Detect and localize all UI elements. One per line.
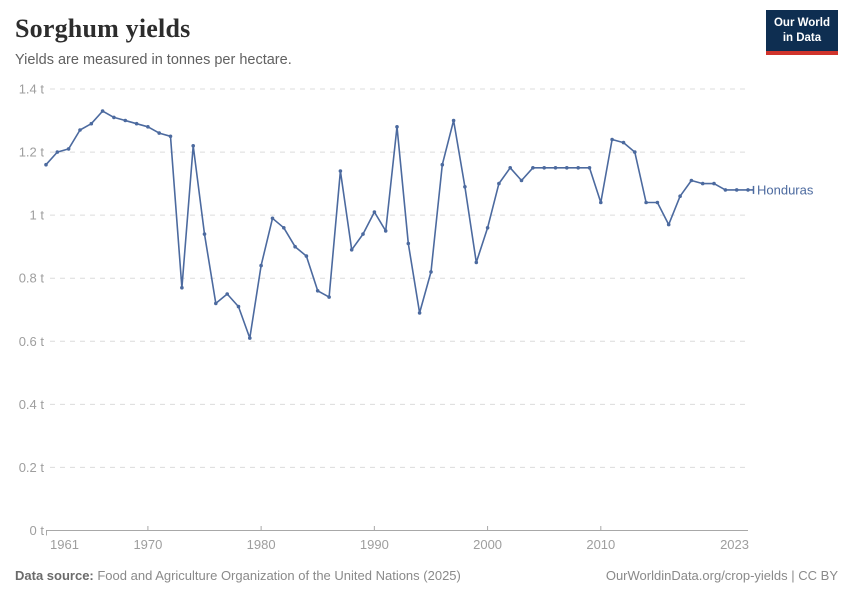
data-point[interactable]: [644, 200, 648, 205]
data-point[interactable]: [542, 166, 546, 170]
data-point[interactable]: [225, 292, 229, 296]
data-point[interactable]: [474, 260, 479, 265]
data-point[interactable]: [519, 178, 524, 183]
data-point[interactable]: [451, 118, 456, 123]
chart-footer: Data source: Food and Agriculture Organi…: [15, 568, 838, 583]
y-tick-label: 0.2 t: [19, 460, 45, 475]
x-axis-labels: 1961 1970 1980 1990 2000 2010 2023: [50, 537, 749, 552]
chart-title: Sorghum yields: [15, 14, 191, 43]
data-point[interactable]: [508, 166, 512, 170]
y-tick-label: 0.4 t: [19, 397, 45, 412]
series-label-honduras[interactable]: Honduras: [757, 182, 814, 197]
owid-logo-line1: Our World: [773, 17, 830, 29]
x-tick-label: 1990: [360, 537, 389, 552]
data-source-text: Food and Agriculture Organization of the…: [93, 568, 461, 583]
gridlines: [50, 88, 745, 468]
data-point[interactable]: [259, 263, 263, 268]
data-point[interactable]: [576, 166, 580, 170]
data-point[interactable]: [180, 285, 184, 290]
data-source: Data source: Food and Agriculture Organi…: [15, 568, 461, 583]
data-point[interactable]: [723, 188, 728, 192]
data-point[interactable]: [633, 150, 637, 154]
y-tick-label: 1.4 t: [19, 82, 45, 97]
data-point[interactable]: [565, 166, 569, 170]
y-tick-label: 1.2 t: [19, 145, 45, 160]
data-point[interactable]: [485, 226, 490, 230]
data-point[interactable]: [214, 301, 218, 306]
data-point[interactable]: [100, 109, 105, 113]
x-tick-label: 1961: [50, 537, 79, 552]
data-point[interactable]: [429, 270, 433, 274]
y-tick-label: 1 t: [30, 208, 45, 223]
data-point[interactable]: [123, 118, 128, 123]
data-point[interactable]: [248, 336, 252, 340]
credit-link[interactable]: OurWorldinData.org/crop-yields | CC BY: [605, 568, 838, 583]
data-point[interactable]: [700, 181, 705, 186]
data-point[interactable]: [417, 311, 422, 315]
data-point[interactable]: [315, 289, 320, 293]
data-point[interactable]: [134, 121, 139, 126]
data-point[interactable]: [372, 210, 377, 214]
data-point[interactable]: [553, 166, 558, 170]
data-point[interactable]: [55, 150, 60, 154]
data-point[interactable]: [463, 185, 467, 189]
data-point[interactable]: [361, 232, 365, 236]
y-tick-label: 0 t: [30, 523, 45, 538]
x-tick-label: 1980: [247, 537, 276, 552]
chart-subtitle: Yields are measured in tonnes per hectar…: [15, 52, 292, 68]
data-point[interactable]: [587, 166, 592, 170]
data-point[interactable]: [666, 222, 671, 227]
data-point[interactable]: [531, 166, 535, 170]
data-point[interactable]: [282, 226, 286, 230]
data-points[interactable]: [44, 109, 750, 340]
x-tick-label: 2010: [586, 537, 615, 552]
data-point[interactable]: [66, 147, 71, 151]
data-point[interactable]: [497, 181, 501, 186]
data-point[interactable]: [440, 162, 445, 167]
data-point[interactable]: [78, 128, 82, 132]
data-point[interactable]: [327, 295, 331, 299]
x-tick-label: 2000: [473, 537, 502, 552]
data-point[interactable]: [655, 200, 660, 205]
data-point[interactable]: [112, 115, 116, 120]
x-tick-label: 1970: [133, 537, 162, 552]
data-point[interactable]: [44, 162, 48, 167]
data-point[interactable]: [191, 144, 195, 148]
honduras-line[interactable]: [45, 110, 748, 339]
data-point[interactable]: [270, 216, 275, 221]
data-point[interactable]: [678, 194, 682, 198]
x-axis: [46, 526, 748, 536]
data-point[interactable]: [712, 181, 716, 186]
data-source-label: Data source:: [15, 568, 94, 583]
data-point[interactable]: [304, 254, 309, 258]
data-point[interactable]: [689, 178, 694, 183]
y-tick-label: 0.8 t: [19, 271, 45, 286]
data-point[interactable]: [383, 229, 388, 233]
data-point[interactable]: [168, 134, 173, 139]
x-tick-label: 2023: [720, 537, 749, 552]
owid-logo[interactable]: Our World in Data: [765, 10, 838, 55]
data-point[interactable]: [89, 121, 94, 126]
data-point[interactable]: [610, 137, 614, 142]
data-point[interactable]: [395, 125, 399, 129]
data-point[interactable]: [621, 140, 626, 145]
data-point[interactable]: [338, 169, 343, 173]
series-end-marker: [748, 185, 755, 194]
data-point[interactable]: [293, 244, 297, 249]
y-axis-labels: 0 t 0.2 t 0.4 t 0.6 t 0.8 t 1 t 1.2 t 1.4 t: [19, 82, 45, 539]
data-point[interactable]: [202, 232, 207, 236]
data-point[interactable]: [157, 131, 161, 135]
owid-logo-line2: in Data: [782, 31, 822, 44]
data-point[interactable]: [146, 125, 150, 129]
data-point[interactable]: [734, 188, 739, 192]
data-point[interactable]: [236, 304, 241, 309]
data-point[interactable]: [406, 241, 411, 246]
data-point[interactable]: [599, 200, 603, 205]
y-tick-label: 0.6 t: [19, 334, 45, 349]
data-point[interactable]: [349, 248, 354, 252]
